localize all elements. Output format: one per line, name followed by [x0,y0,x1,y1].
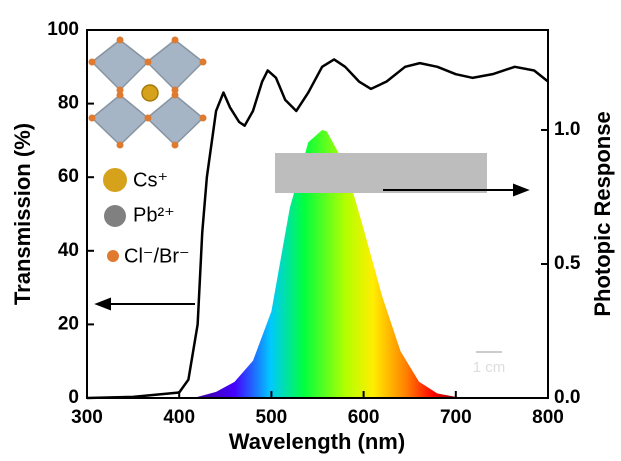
y-tick-label: 20 [58,313,79,334]
inset-label: Pb²⁺ [133,204,175,226]
y2-axis-label: Photopic Response [590,111,615,316]
y2-tick-label: 0.0 [554,387,580,408]
cs-ion [103,168,127,192]
scale-bar-label: 1 cm [473,359,506,376]
x-tick-label: 400 [163,407,195,428]
inset-label: Cs⁺ [133,169,168,191]
y-tick-label: 80 [58,93,79,114]
arrows [94,183,530,311]
highlight-box [275,153,487,193]
pb-ion [104,205,126,227]
y2-tick-label: 0.5 [554,253,581,274]
frame [86,29,549,399]
halide-ion [107,250,119,262]
y2-tick-label: 1.0 [554,119,580,140]
y-tick-label: 60 [58,166,79,187]
y-axis-label: Transmission (%) [10,123,35,305]
photopic-area [179,129,475,398]
y-tick-label: 0 [68,387,79,408]
y-tick-label: 40 [58,240,79,261]
x-tick-label: 800 [532,407,564,428]
inset-label: Cl⁻/Br⁻ [124,245,190,267]
x-tick-label: 500 [256,407,288,428]
x-tick-label: 700 [440,407,472,428]
y-tick-label: 100 [47,19,79,40]
plot [86,58,549,400]
x-axis-label: Wavelength (nm) [229,429,405,454]
x-tick-label: 600 [348,407,380,428]
transmission-line [86,58,549,400]
x-tick-label: 300 [71,407,103,428]
crystal-inset [88,36,207,149]
